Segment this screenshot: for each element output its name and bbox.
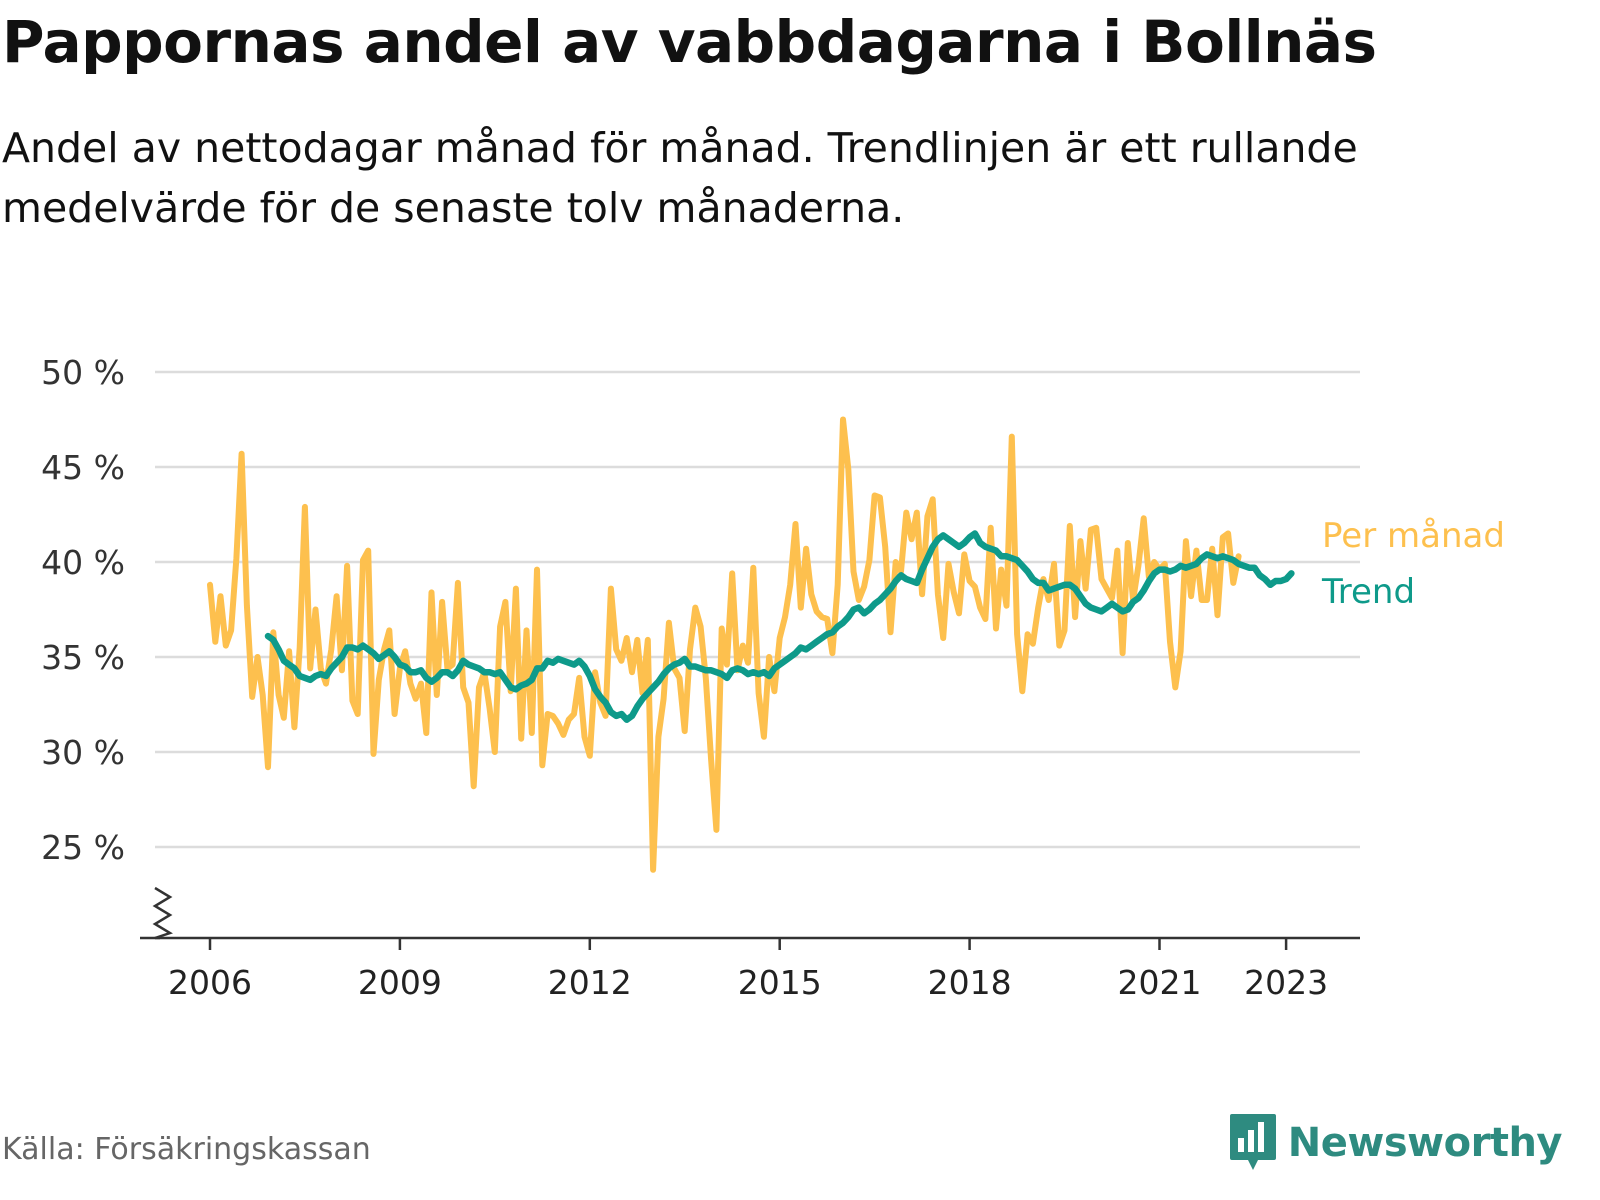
x-axis	[140, 886, 1360, 940]
series-line-1	[264, 530, 1295, 723]
gridlines	[155, 370, 1360, 849]
series-labels: Per månad Trend	[1321, 516, 1505, 612]
line-chart: 25 % 30 % 35 % 40 % 45 % 50 % 2006 2009 2012 201…	[41, 353, 1505, 1002]
x-tick-label: 2012	[548, 963, 632, 1002]
brand-logo[interactable]: Newsworthy	[1228, 1112, 1563, 1174]
y-tick-label: 25 %	[41, 828, 125, 867]
chart-lines	[207, 416, 1295, 873]
x-tick-label: 2006	[168, 963, 252, 1002]
x-tick-label: 2015	[738, 963, 822, 1002]
y-axis-ticks: 25 % 30 % 35 % 40 % 45 % 50 %	[41, 353, 125, 867]
chart-subtitle: Andel av nettodagar månad för månad. Tre…	[2, 124, 1358, 232]
chart-title: Pappornas andel av vabbdagarna i Bollnäs	[2, 8, 1377, 76]
newsworthy-logo-icon	[1229, 1114, 1276, 1170]
x-tick-label: 2018	[928, 963, 1012, 1002]
x-tick-label: 2021	[1118, 963, 1202, 1002]
series-line-0	[207, 416, 1242, 873]
x-tick-label: 2023	[1244, 963, 1328, 1002]
y-tick-label: 35 %	[41, 638, 125, 677]
brand-name: Newsworthy	[1287, 1120, 1563, 1166]
source-note: Källa: Försäkringskassan	[2, 1132, 371, 1167]
series-label-1: Trend	[1321, 572, 1415, 612]
y-tick-label: 45 %	[41, 448, 125, 487]
y-tick-label: 40 %	[41, 543, 125, 582]
series-label-0: Per månad	[1322, 516, 1505, 556]
axis-break-icon	[152, 886, 173, 940]
y-tick-label: 50 %	[41, 353, 125, 392]
x-tick-label: 2009	[358, 963, 442, 1002]
y-tick-label: 30 %	[41, 733, 125, 772]
x-axis-ticks: 2006 2009 2012 2015 2018 2021 2023	[168, 938, 1328, 1002]
